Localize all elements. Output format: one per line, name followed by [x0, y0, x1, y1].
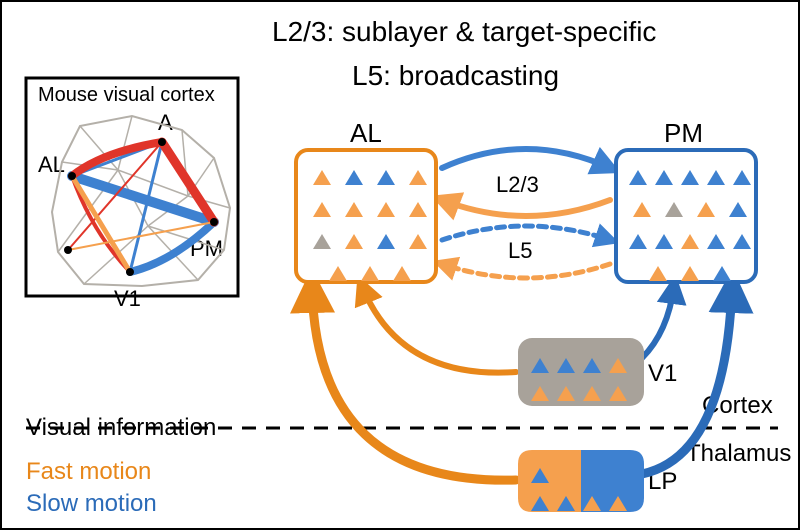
- inset-node-a: A: [158, 110, 173, 136]
- inset-node-v1: V1: [114, 286, 141, 312]
- inset-node-al: AL: [38, 152, 65, 178]
- legend-visinfo: Visual information: [26, 414, 216, 442]
- label-al: AL: [350, 118, 382, 149]
- title-l23: L2/3: sublayer & target-specific: [272, 16, 656, 48]
- legend-slow: Slow motion: [26, 490, 157, 518]
- label-arrow-l23: L2/3: [496, 172, 539, 198]
- diagram-canvas: L2/3: sublayer & target-specific L5: bro…: [0, 0, 800, 530]
- label-v1: V1: [648, 360, 677, 388]
- label-cortex: Cortex: [702, 392, 773, 420]
- inset-node-pm: PM: [190, 236, 223, 262]
- legend-fast: Fast motion: [26, 458, 151, 486]
- label-lp: LP: [648, 468, 677, 496]
- label-thalamus: Thalamus: [686, 440, 791, 468]
- label-arrow-l5: L5: [508, 238, 532, 264]
- title-l5: L5: broadcasting: [352, 60, 559, 92]
- inset-title: Mouse visual cortex: [38, 84, 215, 107]
- label-pm: PM: [664, 118, 703, 149]
